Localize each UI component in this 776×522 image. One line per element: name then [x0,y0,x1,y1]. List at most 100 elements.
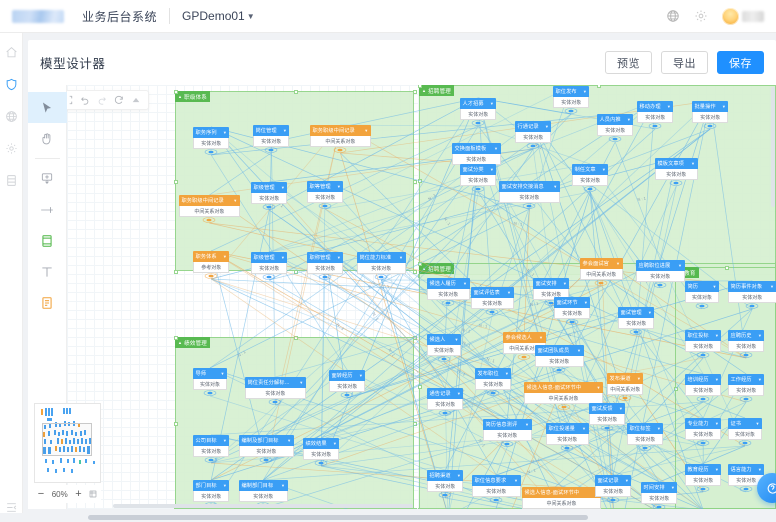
chevron-down-icon[interactable]: ▼ [714,421,719,426]
node-header[interactable]: 岗位管理 ▼ [253,125,290,136]
chevron-down-icon[interactable]: ▼ [489,167,494,172]
node-header[interactable]: 批量操作 ▼ [692,101,729,112]
node-port[interactable] [696,352,710,358]
node-port[interactable] [648,123,662,129]
node-header[interactable]: 面试记录 ▼ [595,475,632,486]
node-header[interactable]: 通告记录 ▼ [427,388,464,399]
entity-node[interactable]: 部门目标 ▼ 实体对象 [193,480,230,508]
node-header[interactable]: 职位标签 ▼ [627,423,664,434]
chevron-down-icon[interactable]: ▼ [332,441,337,446]
node-port[interactable] [739,396,753,402]
node-header[interactable]: 候选人 ▼ [427,334,461,345]
group-container[interactable]: ▲ 职级体系 [174,90,417,274]
undo-icon[interactable] [80,95,90,105]
entity-node[interactable]: 岗位责任分解标… ▼ 实体对象 [245,377,306,405]
node-port[interactable] [557,404,570,410]
node-port[interactable] [204,149,218,155]
resize-handle[interactable] [174,90,178,94]
chevron-down-icon[interactable]: ▼ [336,184,341,189]
node-header[interactable]: 工作经历 ▼ [728,374,765,385]
chevron-down-icon[interactable]: ▼ [757,467,762,472]
node-port[interactable] [490,497,503,503]
chevron-down-icon[interactable]: ▼ [280,255,285,260]
node-header[interactable]: 职等管理 ▼ [307,181,344,192]
entity-node[interactable]: 面试记录 ▼ 实体对象 [595,475,632,503]
node-port[interactable] [739,352,753,358]
node-header[interactable]: 交换面板模板 ▼ [452,143,501,154]
entity-node[interactable]: 职位发布 ▼ 实体对象 [553,86,590,114]
node-port[interactable] [523,203,536,209]
resize-handle[interactable] [293,508,298,509]
resize-handle[interactable] [418,508,422,509]
resize-handle[interactable] [418,385,422,389]
resize-handle[interactable] [174,508,178,509]
node-port[interactable] [262,204,276,210]
node-port[interactable] [600,425,614,431]
resize-handle[interactable] [413,422,417,426]
resize-handle[interactable] [418,262,422,266]
node-header[interactable]: 简历 ▼ [685,281,719,292]
node-header[interactable]: 职称管理 ▼ [307,252,344,263]
node-header[interactable]: 部门目标 ▼ [193,480,230,491]
entity-node[interactable]: 通告记录 ▼ 实体对象 [427,388,464,416]
chevron-down-icon[interactable]: ▼ [562,281,567,286]
node-port[interactable] [618,395,632,401]
resize-handle[interactable] [418,179,422,183]
node-port[interactable] [264,147,278,153]
minimap[interactable] [34,403,101,483]
entity-node[interactable]: 职称管理 ▼ 实体对象 [307,252,344,280]
node-port[interactable] [560,445,574,451]
node-header[interactable]: 面试管理 ▼ [618,307,655,318]
entity-node[interactable]: 岗位管理 ▼ 实体对象 [253,125,290,153]
reset-icon[interactable] [114,95,124,105]
node-header[interactable]: 人员内推 ▼ [597,114,634,125]
entity-node[interactable]: 应聘历史 ▼ 实体对象 [728,330,765,358]
chevron-down-icon[interactable]: ▼ [364,128,369,133]
entity-node[interactable]: 面试分类 ▼ 实体对象 [460,164,497,192]
resize-handle[interactable] [174,180,178,184]
redo-icon[interactable] [97,95,107,105]
resize-handle[interactable] [413,336,417,340]
entity-node[interactable]: 职等管理 ▼ 实体对象 [307,181,344,209]
resize-handle[interactable] [596,85,601,88]
node-port[interactable] [565,319,579,325]
node-port[interactable] [696,440,710,446]
node-port[interactable] [438,410,452,416]
node-port[interactable] [375,274,388,280]
canvas-horizontal-scrollbar[interactable] [113,504,413,508]
node-header[interactable]: 行通记录 ▼ [515,121,552,132]
node-port[interactable] [696,396,710,402]
entity-node[interactable]: 岗位能力标准 ▼ 实体对象 [357,252,406,280]
chevron-down-icon[interactable]: ▼ [582,89,587,94]
chevron-down-icon[interactable]: ▼ [454,337,459,342]
node-port[interactable] [654,282,667,288]
entity-node[interactable]: 参会面试官 ▼ 中间关系对象 [580,258,623,286]
chevron-down-icon[interactable]: ▼ [656,426,661,431]
node-header[interactable]: 面试团队成员 ▼ [535,345,584,356]
user-menu[interactable] [722,7,764,25]
entity-node[interactable]: 教育经历 ▼ 实体对象 [685,464,722,492]
node-port[interactable] [526,143,540,149]
entity-node[interactable]: 简历 ▼ 实体对象 [685,281,719,309]
node-port[interactable] [629,329,643,335]
chevron-down-icon[interactable]: ▼ [690,161,695,166]
chevron-down-icon[interactable]: ▼ [233,198,238,203]
chevron-down-icon[interactable]: ▼ [336,255,341,260]
chevron-down-icon[interactable]: ▼ [577,348,582,353]
chevron-down-icon[interactable]: ▼ [757,333,762,338]
entity-node[interactable]: 面试环节 ▼ 实体对象 [554,297,591,325]
node-port[interactable] [203,217,216,223]
node-port[interactable] [318,203,332,209]
collapse-caret-icon[interactable] [131,95,141,105]
node-header[interactable]: 职务体系 ▼ [193,251,230,262]
entity-node[interactable]: 批量操作 ▼ 实体对象 [692,101,729,129]
chevron-down-icon[interactable]: ▼ [525,422,530,427]
node-port[interactable] [703,123,717,129]
entity-node[interactable]: 发布职位 ▼ 实体对象 [475,368,512,396]
node-header[interactable]: 面转经历 ▼ [329,370,366,381]
export-button[interactable]: 导出 [661,51,708,74]
resize-handle[interactable] [724,266,729,270]
node-port[interactable] [583,186,597,192]
chevron-down-icon[interactable]: ▼ [770,284,775,289]
